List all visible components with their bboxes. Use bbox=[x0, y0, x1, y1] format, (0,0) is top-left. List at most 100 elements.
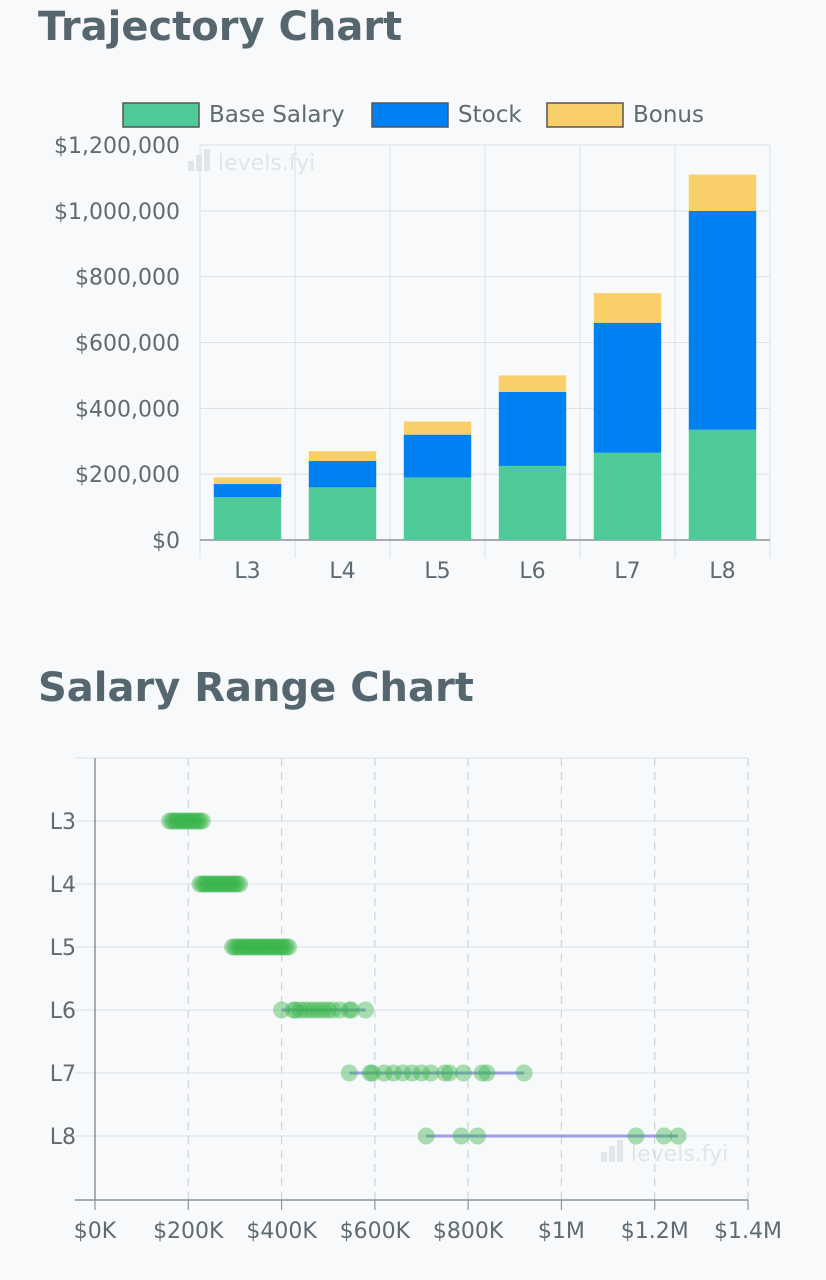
data-point bbox=[440, 1064, 458, 1082]
data-point bbox=[217, 875, 235, 893]
watermark-logo-bar bbox=[601, 1152, 607, 1162]
y-tick-label: L8 bbox=[50, 1125, 76, 1150]
data-point bbox=[177, 812, 195, 830]
bar-segment-bonus bbox=[308, 451, 377, 461]
legend-label: Base Salary bbox=[209, 102, 345, 128]
data-point bbox=[245, 938, 263, 956]
bar-segment-bonus bbox=[593, 293, 662, 323]
y-tick-label: L6 bbox=[50, 999, 76, 1024]
data-point bbox=[403, 1064, 421, 1082]
legend-swatch bbox=[546, 102, 624, 128]
bar-segment-stock bbox=[498, 391, 567, 466]
watermark-logo-bar bbox=[609, 1146, 615, 1162]
data-point bbox=[364, 1064, 382, 1082]
watermark: levels.fyi bbox=[188, 149, 315, 176]
data-point bbox=[168, 812, 186, 830]
data-point bbox=[340, 1001, 358, 1019]
watermark: levels.fyi bbox=[601, 1140, 728, 1167]
data-point bbox=[452, 1127, 470, 1145]
data-point bbox=[385, 1064, 403, 1082]
data-point bbox=[182, 812, 200, 830]
data-point bbox=[324, 1001, 342, 1019]
x-tick-label: $1.2M bbox=[621, 1219, 689, 1244]
data-point bbox=[231, 875, 249, 893]
x-tick-label: L4 bbox=[329, 559, 355, 584]
data-point bbox=[266, 938, 284, 956]
data-point bbox=[170, 812, 188, 830]
data-point bbox=[247, 938, 265, 956]
y-tick-label: L3 bbox=[50, 810, 76, 835]
data-point bbox=[343, 1001, 361, 1019]
y-tick-label: $400,000 bbox=[75, 397, 180, 422]
data-point bbox=[270, 938, 288, 956]
watermark-logo-bar bbox=[617, 1140, 623, 1162]
data-point bbox=[165, 812, 183, 830]
bar-segment-base-salary bbox=[498, 465, 567, 540]
legend-swatch bbox=[122, 102, 200, 128]
data-point bbox=[296, 1001, 314, 1019]
data-point bbox=[310, 1001, 328, 1019]
data-point bbox=[179, 812, 197, 830]
x-tick-label: L3 bbox=[234, 559, 260, 584]
data-point bbox=[196, 875, 214, 893]
x-tick-label: $800K bbox=[433, 1219, 504, 1244]
data-point bbox=[319, 1001, 337, 1019]
y-tick-label: L7 bbox=[50, 1062, 76, 1087]
data-point bbox=[224, 875, 242, 893]
bar-segment-base-salary bbox=[688, 429, 757, 540]
salary-range-chart-title: Salary Range Chart bbox=[38, 665, 474, 711]
data-point bbox=[214, 875, 232, 893]
watermark-text: levels.fyi bbox=[218, 151, 315, 176]
x-tick-label: $400K bbox=[246, 1219, 317, 1244]
data-point bbox=[226, 938, 244, 956]
data-point bbox=[669, 1127, 687, 1145]
data-point bbox=[263, 938, 281, 956]
y-tick-label: $1,000,000 bbox=[54, 200, 180, 225]
bar-segment-stock bbox=[593, 322, 662, 453]
data-point bbox=[252, 938, 270, 956]
data-point bbox=[375, 1064, 393, 1082]
data-point bbox=[205, 875, 223, 893]
legend-label: Bonus bbox=[633, 102, 704, 128]
legend-item: Stock bbox=[371, 102, 522, 128]
x-tick-label: $1M bbox=[538, 1219, 585, 1244]
data-point bbox=[287, 1001, 305, 1019]
y-tick-label: L5 bbox=[50, 936, 76, 961]
data-point bbox=[305, 1001, 323, 1019]
data-point bbox=[361, 1064, 379, 1082]
data-point bbox=[193, 812, 211, 830]
data-point bbox=[280, 938, 298, 956]
y-tick-label: $600,000 bbox=[75, 332, 180, 357]
data-point bbox=[394, 1064, 412, 1082]
bar-segment-bonus bbox=[213, 477, 282, 485]
data-point bbox=[413, 1064, 430, 1082]
data-point bbox=[163, 812, 181, 830]
data-point bbox=[417, 1127, 435, 1145]
data-point bbox=[240, 938, 258, 956]
data-point bbox=[224, 938, 242, 956]
data-point bbox=[254, 938, 272, 956]
watermark-logo-bar bbox=[188, 161, 194, 171]
watermark-logo-bar bbox=[196, 155, 202, 171]
data-point bbox=[331, 1001, 349, 1019]
data-point bbox=[301, 1001, 319, 1019]
data-point bbox=[627, 1127, 645, 1145]
data-point bbox=[291, 1001, 309, 1019]
data-point bbox=[207, 875, 225, 893]
data-point bbox=[436, 1064, 454, 1082]
x-tick-label: L6 bbox=[519, 559, 545, 584]
data-point bbox=[468, 1127, 486, 1145]
data-point bbox=[235, 938, 253, 956]
y-tick-label: $0 bbox=[152, 529, 180, 554]
salary-range-chart: $0K $200K $400K $600K $800K $1M $1.2M $1.4M L3 L4… bbox=[50, 757, 782, 1244]
data-point bbox=[284, 1001, 302, 1019]
data-point bbox=[242, 938, 260, 956]
x-tick-label: $1.4M bbox=[714, 1219, 782, 1244]
data-point bbox=[478, 1064, 496, 1082]
data-point bbox=[357, 1001, 375, 1019]
data-point bbox=[226, 875, 244, 893]
x-tick-label: $600K bbox=[340, 1219, 411, 1244]
y-tick-label: $800,000 bbox=[75, 266, 180, 291]
bar-segment-base-salary bbox=[593, 452, 662, 540]
watermark-logo-bar bbox=[204, 149, 210, 171]
